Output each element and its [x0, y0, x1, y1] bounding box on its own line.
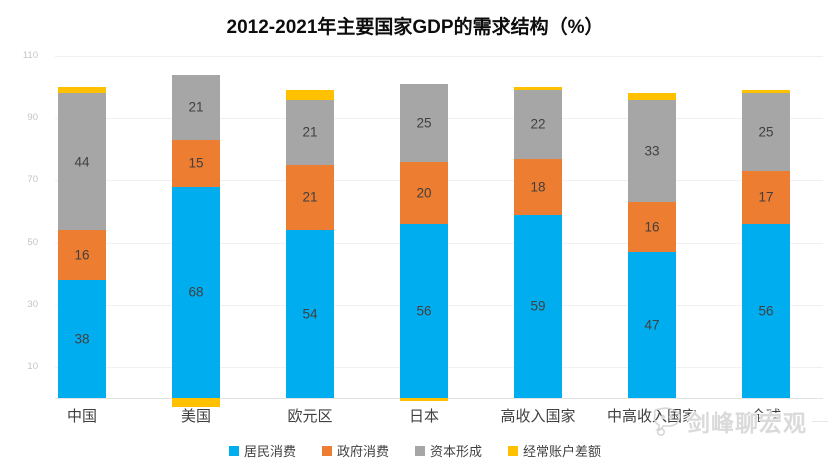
bar-segment: 25: [400, 83, 448, 162]
bar-segment: 21: [172, 74, 220, 140]
bar-segment: 16: [58, 230, 106, 280]
segment-value-label: 25: [416, 115, 432, 131]
segment-value-label: 17: [758, 189, 774, 205]
bar-segment: 44: [58, 93, 106, 231]
y-tick-label-10: 10: [27, 360, 38, 372]
legend-swatch-icon: [228, 445, 239, 456]
bar-segment: 21: [286, 99, 334, 165]
legend-item: 经常账户差额: [508, 441, 601, 460]
segment-value-label: 21: [302, 189, 318, 205]
segment-value-label: 18: [530, 179, 546, 195]
segment-value-label: 68: [188, 284, 204, 300]
segment-value-label: 22: [530, 116, 546, 132]
y-tick-label-70: 70: [27, 174, 38, 186]
bar-segment: [742, 90, 790, 94]
x-axis-label: 高收入国家: [500, 408, 576, 425]
bar-segment: [628, 93, 676, 100]
bar-segment: 21: [286, 164, 334, 231]
bar-segment: [286, 90, 334, 100]
legend-item: 资本形成: [415, 441, 482, 460]
segment-value-label: 16: [644, 219, 660, 235]
segment-value-label: 59: [530, 298, 546, 314]
segment-value-label: 21: [188, 99, 204, 115]
bar-segment: 54: [286, 230, 334, 398]
y-tick-label-90: 90: [27, 112, 38, 124]
bar-segment: 25: [742, 93, 790, 172]
bar-segment: [514, 87, 562, 91]
segment-value-label: 20: [416, 185, 432, 201]
legend-label: 资本形成: [430, 444, 483, 459]
x-axis-label: 中国: [66, 408, 97, 425]
chart-title: 2012-2021年主要国家GDP的需求结构（%）: [226, 17, 604, 38]
bar-segment: 56: [400, 223, 448, 398]
gridline-110: [55, 56, 823, 57]
legend-label: 政府消费: [336, 444, 389, 459]
legend-label: 经常账户差额: [523, 444, 602, 459]
bar-segment: [400, 398, 448, 402]
segment-value-label: 56: [758, 303, 774, 319]
segment-value-label: 15: [188, 155, 204, 171]
bar-segment: 20: [400, 161, 448, 224]
x-axis-label: 欧元区: [287, 408, 333, 425]
segment-value-label: 44: [74, 154, 90, 170]
legend-swatch-icon: [508, 445, 519, 456]
segment-value-label: 25: [758, 124, 774, 140]
segment-value-label: 47: [644, 317, 660, 333]
bar-segment: 33: [628, 99, 676, 203]
segment-value-label: 16: [74, 247, 90, 263]
segment-value-label: 21: [302, 124, 318, 140]
legend-item: 政府消费: [321, 441, 389, 460]
segment-value-label: 33: [644, 143, 660, 159]
segment-value-label: 38: [74, 331, 90, 347]
segment-value-label: 56: [416, 303, 432, 319]
bar-segment: [172, 398, 220, 408]
bar-segment: [58, 87, 106, 94]
x-axis-label: 美国: [180, 408, 211, 425]
bar-segment: 59: [514, 214, 562, 398]
y-tick-label-50: 50: [27, 236, 38, 248]
x-axis-label: 日本: [408, 408, 439, 425]
bar-segment: 38: [58, 279, 106, 398]
legend-swatch-icon: [321, 445, 332, 456]
legend-item: 居民消费: [228, 441, 296, 460]
bar-segment: 15: [172, 139, 220, 187]
segment-value-label: 54: [302, 306, 318, 322]
y-tick-label-30: 30: [27, 298, 38, 310]
y-tick-label-110: 110: [22, 50, 38, 61]
bar-segment: 18: [514, 158, 562, 215]
legend: 居民消费 政府消费 资本形成 经常账户差额: [0, 441, 830, 460]
legend-label: 居民消费: [243, 444, 296, 459]
bar-segment: 17: [742, 171, 790, 224]
bar-segment: 47: [628, 251, 676, 398]
legend-swatch-icon: [415, 445, 425, 456]
bar-segment: 68: [172, 186, 220, 398]
bar-segment: 22: [514, 90, 562, 159]
bar-segment: 56: [742, 223, 790, 398]
x-axis-label: 全球: [750, 408, 781, 425]
bar-segment: 16: [628, 202, 676, 252]
